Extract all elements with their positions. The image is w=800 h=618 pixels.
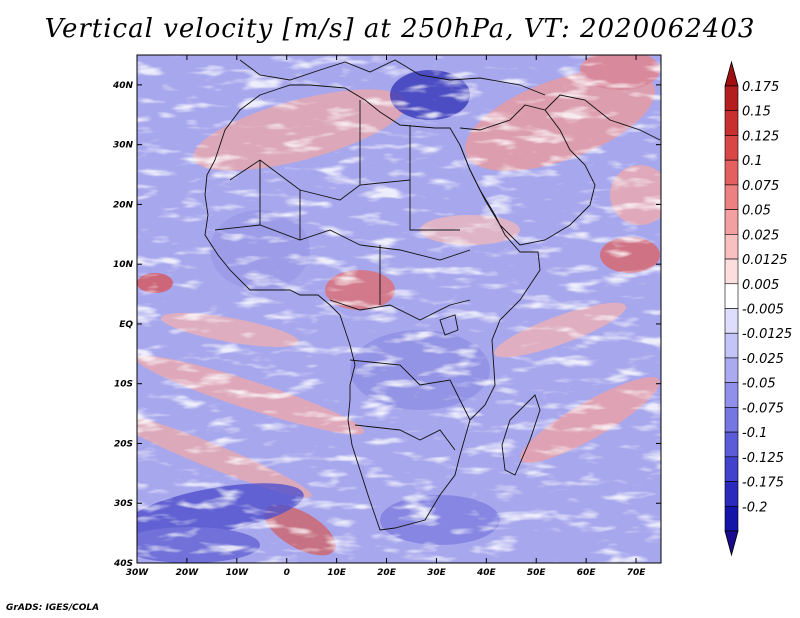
colorbar-label: -0.175 [742, 476, 784, 491]
persian-gulf-coast [544, 94, 661, 141]
lon-tick-label: 50E [527, 568, 547, 578]
lon-tick-label: 30W [126, 568, 150, 578]
lon-tick-label: 30E [427, 568, 447, 578]
border-sahel [214, 224, 471, 261]
colorbar-label: -0.075 [742, 401, 784, 416]
lat-tick-label: 30S [114, 499, 133, 509]
colorbar-swatch [724, 505, 739, 532]
colorbar-label: 0.175 [742, 80, 779, 95]
colorbar-swatch [724, 357, 739, 383]
lon-tick-label: 60E [577, 568, 597, 578]
lon-tick-label: 20W [176, 568, 200, 578]
lat-tick-label: 10S [114, 380, 133, 390]
colorbar-swatch [724, 234, 739, 260]
axis-ticks: 30W 20W 10W 0 10E 20E 30E 40E 50E 60E 70E 40N 30N 20N… [112, 55, 661, 578]
colorbar-label: -0.05 [742, 377, 776, 392]
border-east-south [349, 359, 471, 421]
colorbar-label: -0.125 [742, 451, 784, 466]
border-libya-egypt [359, 100, 411, 185]
colorbar-bottom-arrow [724, 530, 739, 557]
colorbar-swatch [724, 382, 739, 408]
lon-tick-label: 70E [627, 568, 647, 578]
chart-title: Vertical velocity [m/s] at 250hPa, VT: 2… [44, 14, 756, 44]
border-central [329, 299, 471, 321]
lon-tick-label: 10E [327, 568, 347, 578]
colorbar-swatch [724, 135, 739, 161]
colorbar-swatch [724, 258, 739, 285]
madagascar-coastline [501, 394, 541, 476]
colorbar-swatch [724, 308, 739, 334]
mediterranean-north-coast [239, 59, 546, 96]
colorbar-label: 0.075 [742, 179, 779, 194]
colorbar-swatch [724, 184, 739, 210]
border-sahara [229, 159, 460, 231]
lon-tick-label: 10W [226, 568, 250, 578]
colorbar-label: -0.0125 [742, 327, 792, 342]
lat-tick-label: 10N [113, 260, 134, 270]
colorbar-swatch [724, 431, 739, 458]
colorbar-label: 0.025 [742, 228, 779, 243]
colorbar-swatch [724, 209, 739, 235]
lake-victoria [439, 314, 459, 336]
colorbar-label: -0.1 [742, 426, 767, 441]
credit-text: GrADS: IGES/COLA [6, 603, 100, 613]
lat-tick-label: 20N [113, 200, 134, 210]
colorbar-label: -0.025 [742, 352, 784, 367]
lat-tick-label: EQ [119, 320, 133, 330]
lat-tick-label: 40N [112, 81, 134, 91]
border-south [354, 424, 456, 451]
lat-tick-label: 40S [113, 559, 133, 569]
colorbar-swatch [724, 481, 739, 507]
colorbar-swatch [724, 332, 739, 359]
lon-tick-label: 40E [476, 568, 497, 578]
country-boundaries [204, 59, 661, 531]
colorbar-swatch [724, 85, 739, 112]
colorbar-label: -0.005 [742, 303, 784, 318]
colorbar-swatch [724, 283, 739, 309]
arabia-coastline [459, 104, 596, 246]
border-west [259, 160, 381, 305]
lat-tick-label: 30N [113, 141, 134, 151]
colorbar-label: 0.1 [742, 154, 763, 169]
colorbar-label: 0.05 [742, 204, 771, 219]
colorbar-label: 0.005 [742, 278, 779, 293]
colorbar-top-arrow [724, 60, 739, 87]
plot-frame [136, 54, 662, 564]
velocity-field [137, 55, 661, 563]
colorbar-label: 0.125 [742, 129, 779, 144]
colorbar-swatch [724, 407, 739, 433]
colorbar-swatch [724, 159, 739, 186]
lat-tick-label: 20S [114, 439, 133, 449]
colorbar-label: 0.0125 [742, 253, 788, 268]
colorbar-swatch [724, 110, 739, 136]
africa-coastline [204, 84, 541, 531]
lon-tick-label: 20E [377, 568, 397, 578]
colorbar: 0.175 0.15 0.125 0.1 0.075 0.05 0.025 0.0125 0.0… [724, 60, 792, 557]
colorbar-label: 0.15 [742, 105, 771, 120]
colorbar-swatch [724, 456, 739, 482]
colorbar-label: -0.2 [742, 500, 767, 515]
lon-tick-label: 0 [284, 568, 290, 578]
